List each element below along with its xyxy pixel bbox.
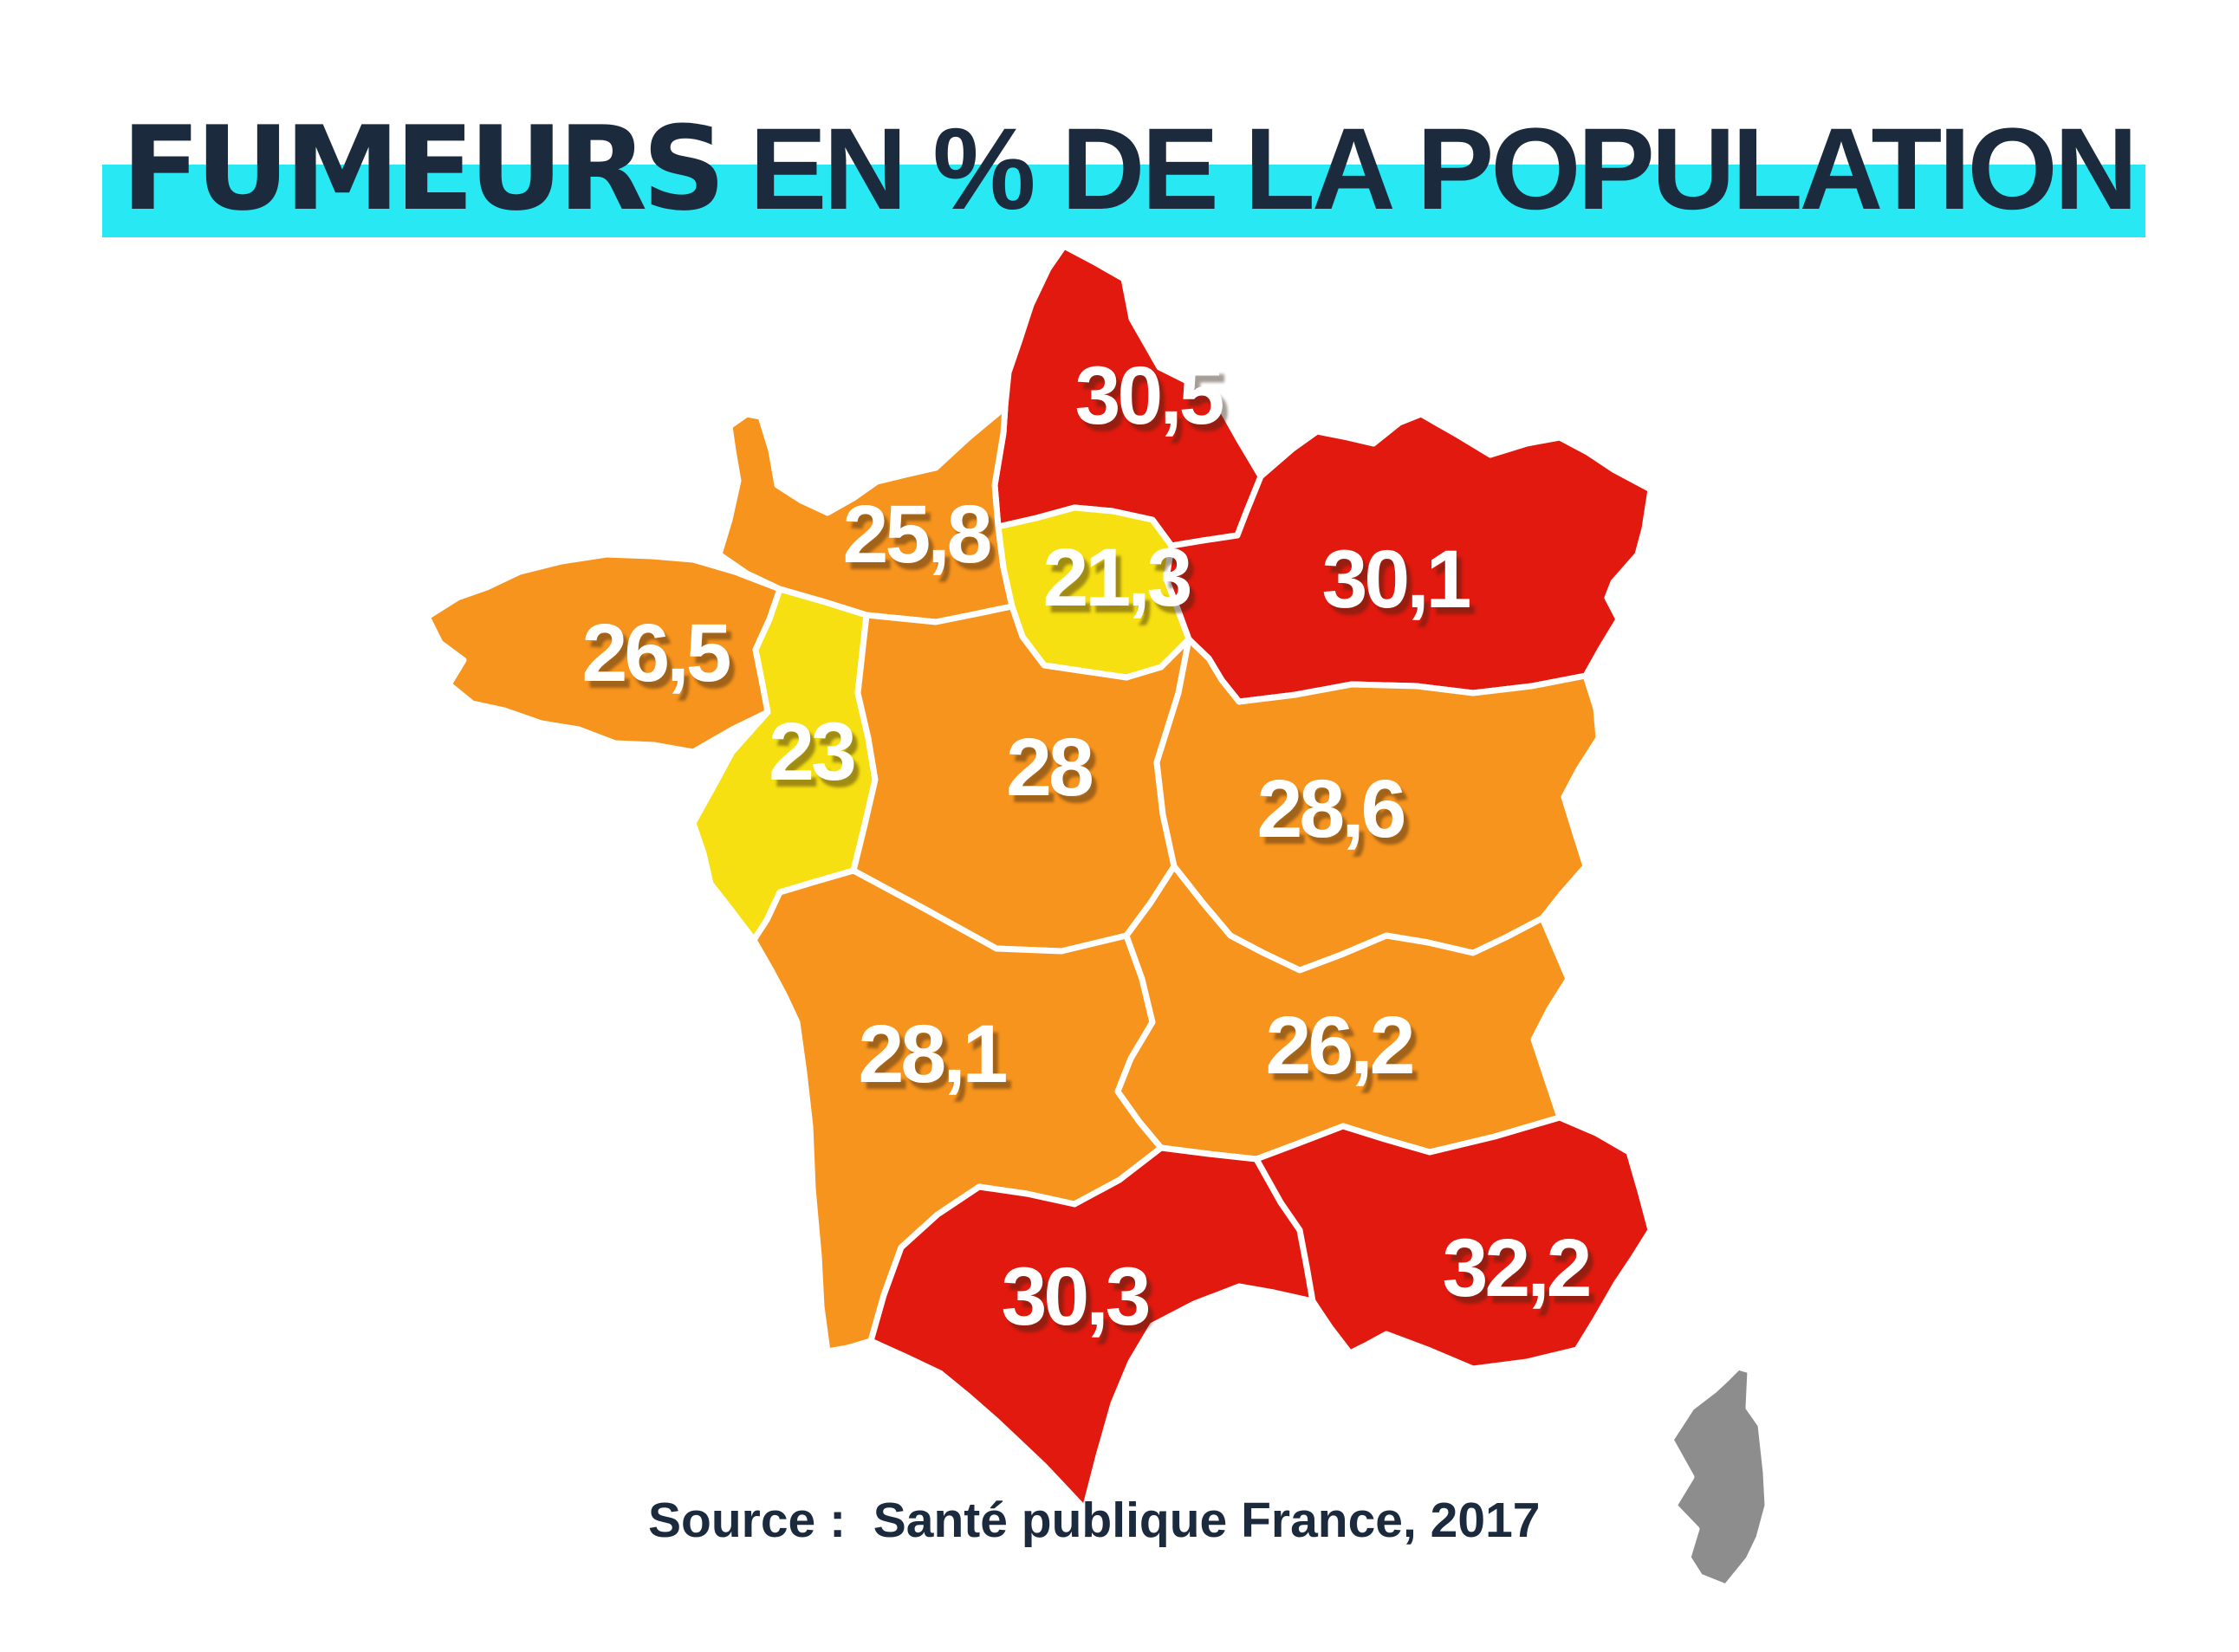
region-value-centre-val-de-loire: 28 xyxy=(1006,722,1092,813)
page-title: FUMEURS EN % DE LA POPULATION xyxy=(121,100,2138,239)
region-value-occitanie: 30,3 xyxy=(1002,1251,1149,1343)
region-value-nouvelle-aquitaine: 28,1 xyxy=(859,1008,1007,1100)
page-title-emphasis: FUMEURS xyxy=(121,101,726,236)
page-title-rest: EN % DE LA POPULATION xyxy=(720,105,2138,234)
region-provence-alpes-cote-d-azur xyxy=(1253,1114,1654,1372)
source-text: Source : Santé publique France, 2017 xyxy=(648,1493,1541,1548)
region-value-auvergne-rhone-alpes: 26,2 xyxy=(1266,1000,1413,1092)
region-value-normandie: 25,8 xyxy=(843,489,990,580)
region-value-bretagne: 26,5 xyxy=(582,607,730,699)
region-value-grand-est: 30,1 xyxy=(1322,534,1470,625)
region-value-bourgogne-franche-comte: 28,6 xyxy=(1257,763,1405,855)
region-corse xyxy=(1667,1364,1771,1590)
region-value-pays-de-la-loire: 23 xyxy=(769,706,854,798)
region-value-hauts-de-france: 30,5 xyxy=(1075,350,1223,442)
title-highlight-bar xyxy=(102,165,2145,237)
region-value-provence-alpes-cote-d-azur: 32,2 xyxy=(1443,1222,1590,1314)
region-auvergne-rhone-alpes xyxy=(1114,863,1572,1163)
region-value-ile-de-france: 21,3 xyxy=(1043,532,1191,624)
